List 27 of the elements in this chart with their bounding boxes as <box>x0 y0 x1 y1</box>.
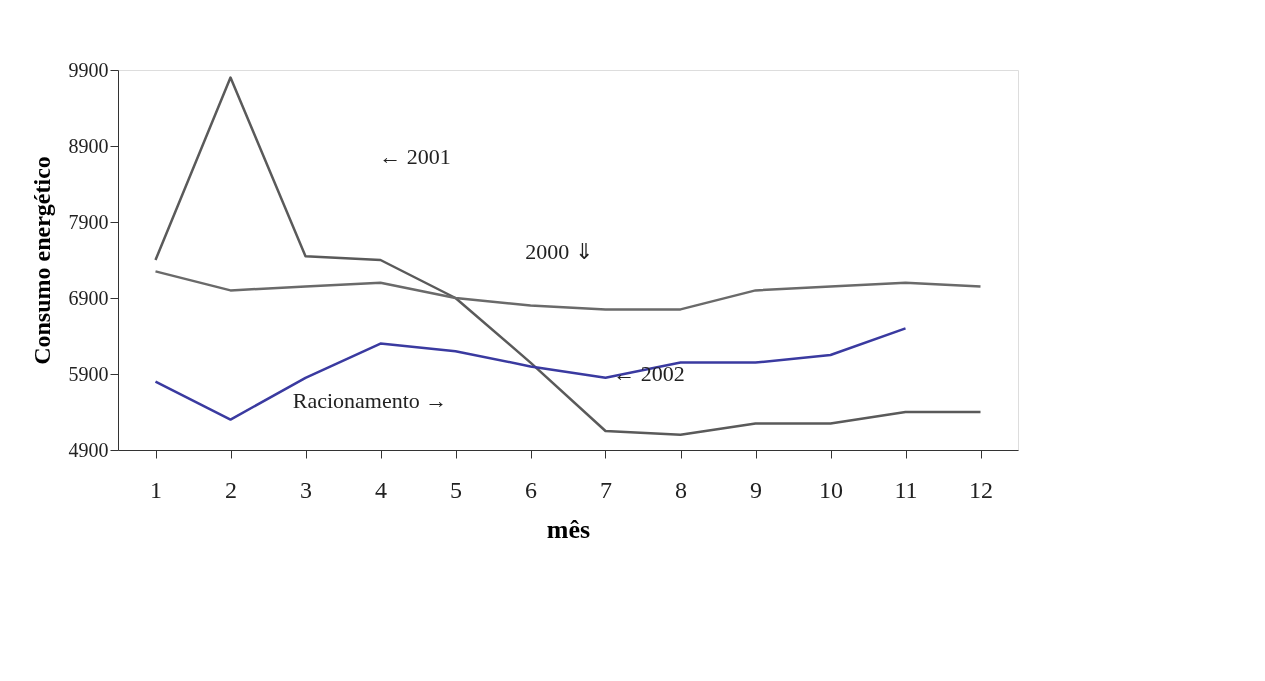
y-tick-label: 6900 <box>68 286 109 309</box>
annotation: Racionamento → <box>292 387 448 413</box>
x-tick-label: 1 <box>150 476 162 503</box>
x-tick-label: 11 <box>894 476 918 503</box>
x-axis-title: mês <box>546 514 591 544</box>
x-tick-label: 6 <box>525 476 537 503</box>
y-axis-title: Consumo energético <box>28 156 55 365</box>
y-tick-label: 9900 <box>68 58 109 81</box>
y-tick-label: 8900 <box>68 134 109 157</box>
annotation: ← 2001 <box>379 144 451 170</box>
x-tick-label: 5 <box>450 476 462 503</box>
x-tick-label: 3 <box>300 476 312 503</box>
x-tick-label: 2 <box>225 476 237 503</box>
line-series <box>154 270 982 311</box>
x-tick-label: 8 <box>675 476 687 503</box>
line-series <box>154 76 982 437</box>
y-tick-label: 5900 <box>68 362 109 385</box>
y-tick-label: 4900 <box>68 438 109 461</box>
x-tick-label: 12 <box>969 476 993 503</box>
x-tick-label: 9 <box>750 476 762 503</box>
annotation: 2000 ⇓ <box>525 239 593 265</box>
x-tick-label: 10 <box>819 476 843 503</box>
x-tick-label: 7 <box>600 476 612 503</box>
line-series <box>154 327 907 421</box>
y-tick-label: 7900 <box>68 210 109 233</box>
x-tick-label: 4 <box>375 476 387 503</box>
annotation: ← 2002 <box>613 361 685 386</box>
